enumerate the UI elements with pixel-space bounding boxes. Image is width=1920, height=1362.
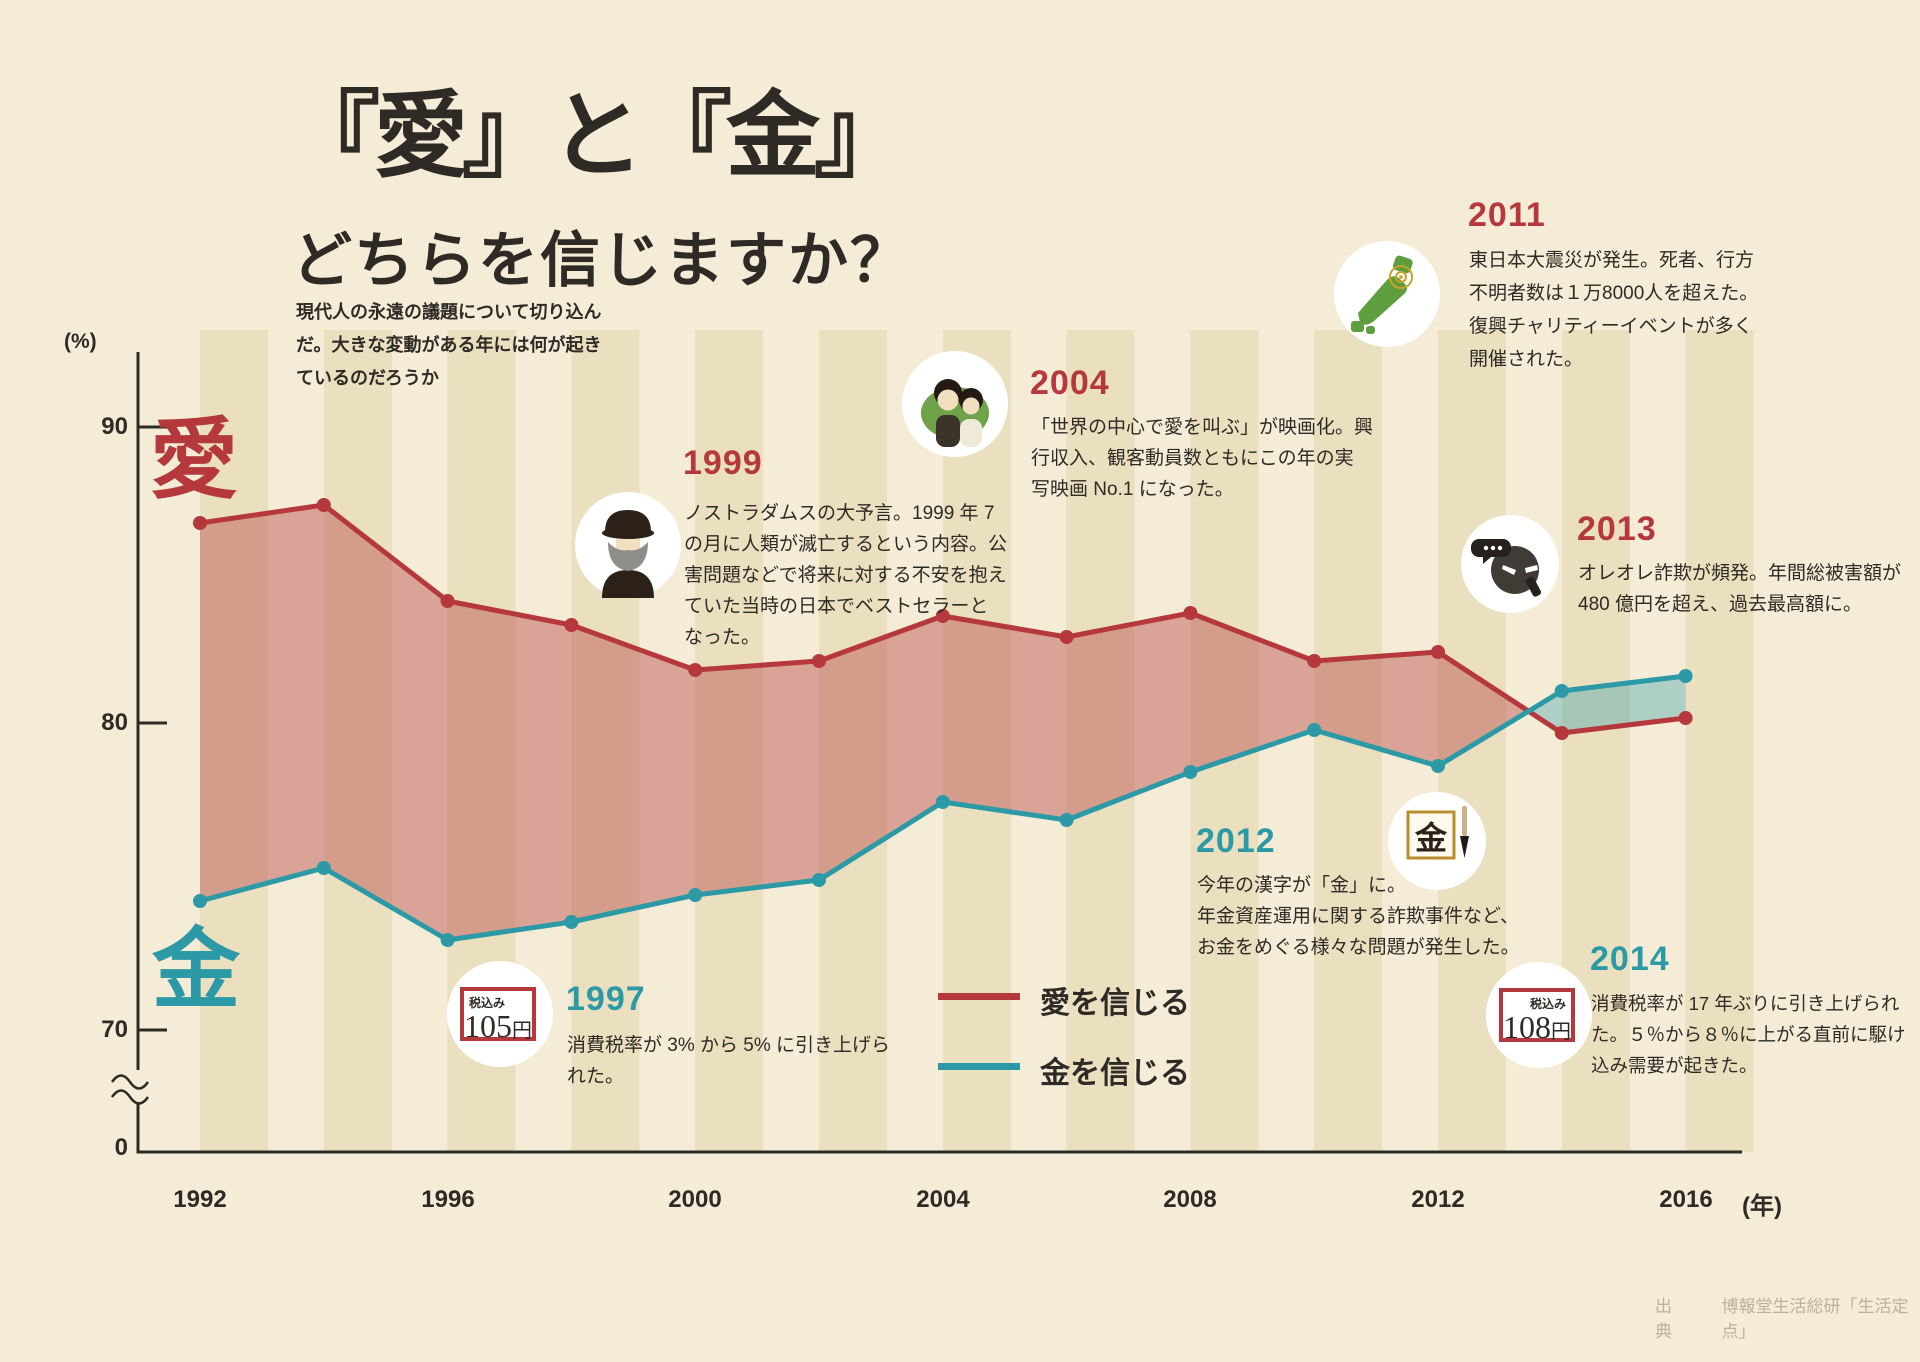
- annotation-2011-year: 2011: [1468, 196, 1546, 235]
- price-badge-105-frame: 税込み 105円: [460, 987, 536, 1041]
- kanji-of-the-year-icon: 金: [1388, 792, 1486, 890]
- love-point-1998: [564, 618, 578, 632]
- phone-scam-icon: [1461, 515, 1559, 613]
- x-tick-1992: 1992: [145, 1186, 255, 1214]
- annotation-2013-year: 2013: [1577, 510, 1657, 549]
- kanji-in-frame: 金: [1414, 820, 1448, 856]
- price-105: 105円: [464, 1011, 532, 1046]
- y-tick-70: 70: [58, 1016, 128, 1044]
- legend-love-label: 愛を信じる: [1040, 978, 1190, 1022]
- love-point-1994: [317, 498, 331, 512]
- y-tick-80: 80: [58, 709, 128, 737]
- love-money-line-chart: [0, 0, 1920, 1362]
- y-tick-0: 0: [58, 1134, 128, 1162]
- money-series-kanji: 金: [152, 928, 240, 1016]
- money-point-2008: [1183, 765, 1197, 779]
- love-point-1992: [193, 516, 207, 530]
- price-badge-108-frame: 税込み 108円: [1499, 988, 1575, 1042]
- money-point-1996: [441, 933, 455, 947]
- love-point-1996: [441, 594, 455, 608]
- annotation-2013-text: オレオレ詐欺が頻発。年間総被害額が 480 億円を超え、過去最高額に。: [1578, 558, 1901, 620]
- annotation-1997-year: 1997: [566, 980, 646, 1019]
- annotation-2014-year: 2014: [1590, 940, 1670, 979]
- price-badge-108: 税込み 108円: [1486, 962, 1592, 1068]
- love-series-kanji: 愛: [150, 418, 238, 506]
- love-point-2002: [812, 654, 826, 668]
- legend-love-swatch: [938, 993, 1020, 1000]
- nostradamus-icon: [575, 492, 681, 598]
- annotation-2004-year: 2004: [1030, 364, 1110, 403]
- x-tick-2012: 2012: [1383, 1186, 1493, 1214]
- legend-money-swatch: [938, 1063, 1020, 1070]
- price-108: 108円: [1503, 1012, 1571, 1047]
- movie-couple-icon: [902, 351, 1008, 457]
- annotation-2011-text: 東日本大震災が発生。死者、行方 不明者数は１万8000人を超えた。 復興チャリテ…: [1469, 244, 1758, 376]
- money-point-1998: [564, 915, 578, 929]
- money-point-1992: [193, 894, 207, 908]
- price-badge-105: 税込み 105円: [447, 961, 553, 1067]
- annotation-2014-text: 消費税率が 17 年ぶりに引き上げられ た。５％から８％に上がる直前に駆け 込み…: [1591, 988, 1906, 1081]
- love-point-2012: [1431, 645, 1445, 659]
- annotation-1997-text: 消費税率が 3% から 5% に引き上げら れた。: [567, 1030, 890, 1092]
- infographic-canvas: 『愛』と『金』 どちらを信じますか？ 現代人の永遠の議題について切り込ん だ。大…: [0, 0, 1920, 1362]
- love-point-2008: [1183, 606, 1197, 620]
- source-label: 出典: [1655, 1292, 1686, 1342]
- x-tick-2016: 2016: [1631, 1186, 1741, 1214]
- money-point-2004: [936, 795, 950, 809]
- x-tick-1996: 1996: [393, 1186, 503, 1214]
- page-title: 『愛』と『金』: [286, 86, 902, 189]
- love-point-2016: [1679, 711, 1693, 725]
- source-line: 出典 博報堂生活総研「生活定点」: [1655, 1292, 1920, 1342]
- y-axis-unit: (%): [64, 330, 97, 354]
- x-tick-2000: 2000: [640, 1186, 750, 1214]
- x-tick-2004: 2004: [888, 1186, 998, 1214]
- money-point-2012: [1431, 759, 1445, 773]
- money-point-1994: [317, 861, 331, 875]
- love-point-2014: [1555, 726, 1569, 740]
- intro-paragraph: 現代人の永遠の議題について切り込ん だ。大きな変動がある年には何が起き ているの…: [296, 296, 601, 395]
- love-point-2010: [1307, 654, 1321, 668]
- axis-break-squiggle: [112, 1076, 148, 1104]
- page-subtitle: どちらを信じますか？: [292, 212, 912, 299]
- annotation-2004-text: 「世界の中心で愛を叫ぶ」が映画化。興 行収入、観客動員数ともにこの年の実 写映画…: [1031, 412, 1373, 505]
- love-point-2006: [1060, 630, 1074, 644]
- love-point-2000: [688, 663, 702, 677]
- money-point-2006: [1060, 813, 1074, 827]
- annotation-1999-text: ノストラダムスの大予言。1999 年 7 の月に人類が滅亡するという内容。公 害…: [684, 498, 1007, 653]
- x-axis-unit: (年): [1742, 1186, 1782, 1221]
- y-tick-90: 90: [58, 413, 128, 441]
- money-point-2016: [1679, 669, 1693, 683]
- money-point-2014: [1555, 684, 1569, 698]
- money-point-2010: [1307, 723, 1321, 737]
- japan-earthquake-icon: [1334, 241, 1440, 347]
- money-point-2002: [812, 873, 826, 887]
- x-tick-2008: 2008: [1135, 1186, 1245, 1214]
- money-point-2000: [688, 888, 702, 902]
- legend-money-label: 金を信じる: [1040, 1048, 1190, 1092]
- annotation-1999-year: 1999: [683, 444, 763, 483]
- annotation-2012-year: 2012: [1196, 822, 1276, 861]
- source-text: 博報堂生活総研「生活定点」: [1722, 1292, 1920, 1342]
